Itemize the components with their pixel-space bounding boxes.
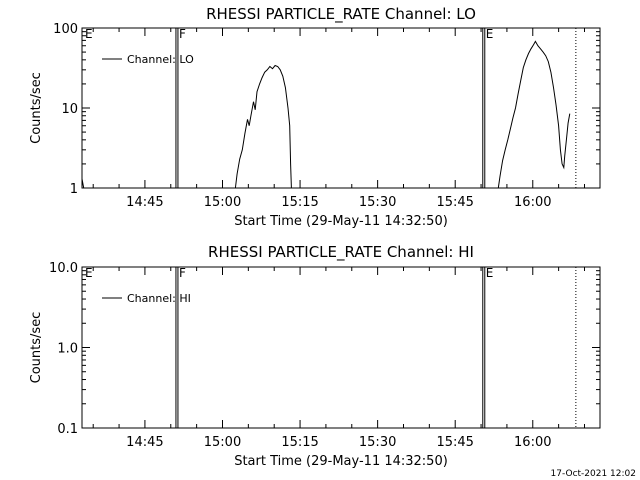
x-tick-label: 15:15 [281,195,318,210]
x-tick-label: 16:00 [514,435,551,450]
chart-title: RHESSI PARTICLE_RATE Channel: HI [208,243,474,262]
event-marker-label: E [85,27,93,41]
x-tick-label: 14:45 [126,195,163,210]
x-axis-label: Start Time (29-May-11 14:32:50) [234,214,448,229]
y-axis-label: Counts/sec [29,72,44,144]
event-marker-label: E [486,27,494,41]
x-axis-label: Start Time (29-May-11 14:32:50) [234,454,448,469]
series-line-0-segment-2 [497,40,571,189]
legend-label: Channel: HI [127,292,191,305]
plot-timestamp: 17-Oct-2021 12:02 [550,469,636,479]
event-marker-label: F [179,266,186,280]
chart-panel-0: RHESSI PARTICLE_RATE Channel: LO Counts/s… [29,5,601,229]
event-marker-label: E [85,266,93,280]
x-tick-label: 15:45 [436,195,473,210]
x-tick-label: 15:45 [436,435,473,450]
y-tick-label: 0.1 [57,422,78,437]
y-tick-label: 100 [53,22,78,37]
legend-label: Channel: LO [127,53,194,66]
chart-title: RHESSI PARTICLE_RATE Channel: LO [206,5,476,24]
plot-area [81,27,601,189]
x-tick-label: 15:00 [204,435,241,450]
x-tick-label: 15:30 [359,435,396,450]
event-marker-label: E [486,266,494,280]
series-line-0-segment-0 [81,178,85,189]
y-tick-label: 1 [70,182,78,197]
x-tick-label: 14:45 [126,435,163,450]
x-tick-label: 15:00 [204,195,241,210]
x-tick-label: 15:15 [281,435,318,450]
y-axis-label: Counts/sec [29,312,44,384]
y-tick-label: 10 [61,102,78,117]
y-tick-label: 1.0 [57,342,78,357]
y-tick-label: 10.0 [49,261,78,276]
x-tick-label: 16:00 [514,195,551,210]
chart-panel-1: RHESSI PARTICLE_RATE Channel: HI Counts/s… [29,243,601,469]
event-marker-label: F [179,27,186,41]
series-line-0-segment-1 [234,64,292,189]
x-tick-label: 15:30 [359,195,396,210]
